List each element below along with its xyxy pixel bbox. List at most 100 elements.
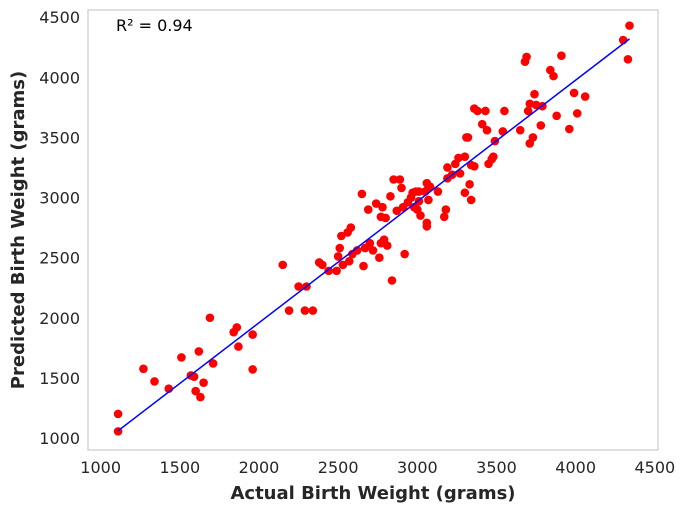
data-point xyxy=(177,353,186,362)
data-point xyxy=(536,121,546,130)
data-point xyxy=(344,256,354,266)
data-point xyxy=(191,386,200,396)
x-tick-label: 3000 xyxy=(397,458,438,477)
x-tick-label: 2500 xyxy=(318,458,359,477)
data-point xyxy=(300,306,310,315)
data-point xyxy=(515,125,525,135)
data-point xyxy=(294,282,303,291)
data-point xyxy=(397,183,406,193)
data-point xyxy=(386,192,395,201)
data-point xyxy=(375,253,384,262)
data-point xyxy=(425,182,435,192)
y-tick-label: 3500 xyxy=(39,128,80,147)
data-point xyxy=(528,133,538,142)
data-point xyxy=(433,187,443,196)
data-point xyxy=(199,378,208,387)
data-point xyxy=(623,54,633,64)
y-tick-label: 1500 xyxy=(39,369,80,388)
data-point xyxy=(234,342,243,351)
data-point xyxy=(557,51,566,60)
data-point xyxy=(395,175,405,184)
data-point xyxy=(416,211,425,220)
x-tick-label: 4500 xyxy=(634,458,675,477)
data-point xyxy=(363,205,373,214)
data-point xyxy=(139,364,148,374)
x-tick-label: 1500 xyxy=(159,458,200,477)
data-point xyxy=(439,212,449,222)
data-point xyxy=(466,195,476,205)
y-tick-label: 4000 xyxy=(39,68,80,87)
data-point xyxy=(465,180,474,189)
data-point xyxy=(580,92,590,101)
data-point xyxy=(208,359,218,368)
fit-line xyxy=(117,38,630,432)
x-axis-label: Actual Birth Weight (grams) xyxy=(230,483,515,504)
data-point xyxy=(523,106,533,116)
data-point xyxy=(278,260,288,270)
data-point xyxy=(473,106,482,116)
data-point xyxy=(205,313,215,323)
data-point xyxy=(569,88,579,98)
data-point xyxy=(530,89,539,99)
y-tick-label: 4500 xyxy=(39,8,80,27)
data-point xyxy=(365,238,375,248)
y-axis-ticks: 1000 1500 2000 2500 3000 3500 4000 4500 xyxy=(39,8,80,448)
data-point xyxy=(414,187,424,196)
data-point xyxy=(477,119,487,129)
data-point xyxy=(463,133,473,142)
data-point xyxy=(625,21,634,30)
data-point xyxy=(232,323,242,332)
data-point xyxy=(333,252,343,261)
data-point xyxy=(337,231,346,241)
data-point xyxy=(460,188,470,198)
data-point xyxy=(338,260,348,270)
data-point xyxy=(522,52,531,62)
y-tick-label: 2000 xyxy=(39,309,80,328)
data-point xyxy=(359,261,368,271)
data-point xyxy=(400,249,409,259)
data-point xyxy=(346,223,356,232)
data-point xyxy=(500,106,509,116)
data-point xyxy=(470,161,479,171)
x-tick-label: 2000 xyxy=(239,458,280,477)
data-point xyxy=(357,189,367,199)
data-point xyxy=(381,213,390,223)
x-axis-ticks: 1000 1500 2000 2500 3000 3500 4000 4500 xyxy=(80,458,675,477)
data-point xyxy=(441,205,451,214)
data-point xyxy=(368,246,378,255)
y-axis-label: Predicted Birth Weight (grams) xyxy=(8,71,29,389)
data-point xyxy=(284,306,294,315)
data-point xyxy=(150,377,159,386)
x-tick-label: 4000 xyxy=(555,458,596,477)
x-tick-label: 3500 xyxy=(476,458,517,477)
data-point xyxy=(422,222,432,231)
data-point xyxy=(389,175,398,184)
data-point xyxy=(332,266,341,276)
data-point xyxy=(189,372,199,381)
data-point xyxy=(552,111,561,121)
y-tick-label: 3000 xyxy=(39,189,80,208)
data-point xyxy=(194,347,204,356)
data-point xyxy=(443,163,452,172)
data-point xyxy=(489,152,498,161)
data-point xyxy=(318,260,327,270)
data-point xyxy=(481,106,490,116)
data-point xyxy=(248,365,257,374)
data-point xyxy=(455,169,465,178)
data-point xyxy=(196,392,205,402)
data-point xyxy=(378,202,387,212)
data-point xyxy=(392,206,402,216)
data-point xyxy=(371,199,381,208)
x-tick-label: 1000 xyxy=(80,458,121,477)
y-tick-label: 2500 xyxy=(39,249,80,268)
data-point xyxy=(387,276,397,285)
data-point xyxy=(335,243,345,253)
data-point xyxy=(460,152,470,161)
data-point xyxy=(565,124,574,134)
data-point xyxy=(308,306,318,315)
y-tick-label: 1000 xyxy=(39,429,80,448)
plot-frame xyxy=(87,9,659,451)
data-point xyxy=(424,195,433,205)
